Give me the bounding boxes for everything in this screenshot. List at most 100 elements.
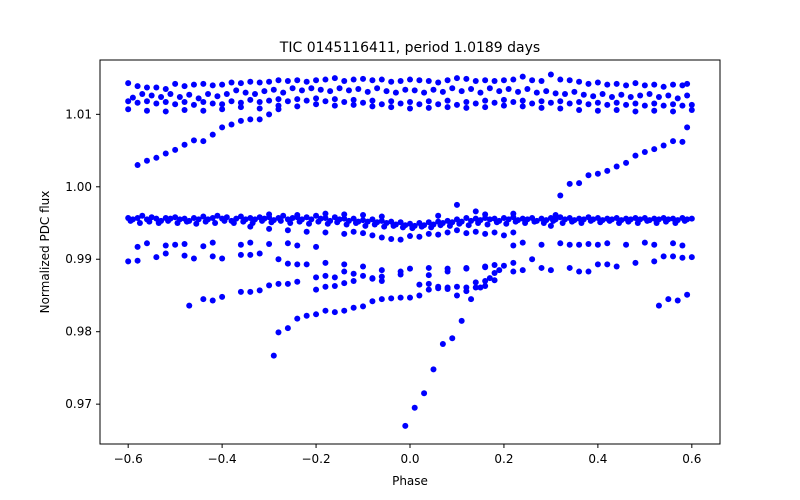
data-point <box>334 219 341 226</box>
data-point <box>416 101 423 108</box>
data-point <box>176 93 183 100</box>
data-point <box>378 267 385 274</box>
data-point <box>148 92 155 99</box>
data-point <box>352 220 359 227</box>
data-point <box>362 222 369 229</box>
data-point <box>491 262 498 269</box>
x-tick-label: −0.2 <box>301 452 330 466</box>
data-point <box>578 220 585 227</box>
data-point <box>266 225 273 232</box>
data-point <box>360 212 367 219</box>
data-point <box>360 75 367 82</box>
data-point <box>252 91 258 98</box>
data-point <box>153 84 160 91</box>
data-point <box>538 98 545 105</box>
data-point <box>463 230 470 237</box>
data-point <box>360 303 367 310</box>
data-point <box>284 325 291 332</box>
data-point <box>486 275 493 282</box>
data-point <box>153 254 160 261</box>
data-point <box>381 223 388 230</box>
data-point <box>136 220 143 227</box>
data-point <box>444 104 451 111</box>
data-point <box>371 221 378 228</box>
data-point <box>247 288 254 295</box>
data-point <box>623 241 630 248</box>
data-point <box>651 241 658 248</box>
data-point <box>287 220 294 227</box>
data-point <box>491 99 498 106</box>
data-point <box>585 101 592 108</box>
data-point <box>679 254 686 261</box>
data-point <box>162 150 169 157</box>
data-point <box>322 272 329 279</box>
data-point <box>200 243 207 250</box>
data-point <box>268 219 275 226</box>
data-point <box>500 214 507 221</box>
data-point <box>641 149 648 156</box>
data-point <box>510 242 517 249</box>
data-point <box>425 272 432 279</box>
data-point <box>343 221 350 228</box>
data-point <box>155 220 162 227</box>
data-point <box>219 255 226 262</box>
data-point <box>388 235 395 242</box>
data-point <box>411 87 418 94</box>
data-point <box>237 241 244 248</box>
data-point <box>360 263 367 270</box>
data-point <box>219 106 226 113</box>
data-point <box>397 219 404 226</box>
data-point <box>496 88 503 95</box>
data-point <box>369 103 376 110</box>
data-point <box>294 315 301 322</box>
data-point <box>256 250 263 257</box>
data-point <box>275 280 282 287</box>
data-point <box>270 86 277 93</box>
data-point <box>604 81 611 88</box>
x-axis-label: Phase <box>392 474 428 488</box>
data-point <box>167 91 174 98</box>
data-point <box>221 217 228 224</box>
data-point <box>651 146 658 153</box>
data-point <box>439 341 446 348</box>
data-point <box>453 75 460 82</box>
data-point <box>247 223 254 230</box>
data-point <box>350 228 357 235</box>
data-point <box>125 80 132 87</box>
data-point <box>322 307 329 314</box>
data-point <box>439 88 446 95</box>
data-point <box>303 78 310 85</box>
data-point <box>317 86 324 93</box>
data-point <box>294 278 301 285</box>
data-point <box>322 259 329 266</box>
data-point <box>134 162 141 169</box>
data-point <box>212 220 219 227</box>
data-point <box>566 264 573 271</box>
data-point <box>482 277 489 284</box>
data-point <box>280 212 287 219</box>
data-point <box>684 80 691 87</box>
data-point <box>247 116 254 123</box>
data-point <box>313 243 320 250</box>
data-point <box>444 77 451 84</box>
data-point <box>162 242 169 249</box>
data-point <box>662 218 669 225</box>
data-point <box>331 274 338 281</box>
data-point <box>228 98 235 105</box>
data-point <box>209 239 216 246</box>
data-point <box>660 142 667 149</box>
data-point <box>261 88 268 95</box>
data-point <box>557 214 564 221</box>
data-point <box>665 92 672 99</box>
data-point <box>125 98 132 105</box>
y-tick-label: 1.01 <box>65 107 92 121</box>
data-point <box>388 295 395 302</box>
x-tick-label: 0.4 <box>588 452 607 466</box>
data-point <box>369 275 376 282</box>
x-tick-label: 0.0 <box>400 452 419 466</box>
data-point <box>181 252 188 259</box>
data-point <box>378 213 385 220</box>
data-point <box>519 97 526 104</box>
data-point <box>360 272 367 279</box>
data-point <box>303 214 310 221</box>
